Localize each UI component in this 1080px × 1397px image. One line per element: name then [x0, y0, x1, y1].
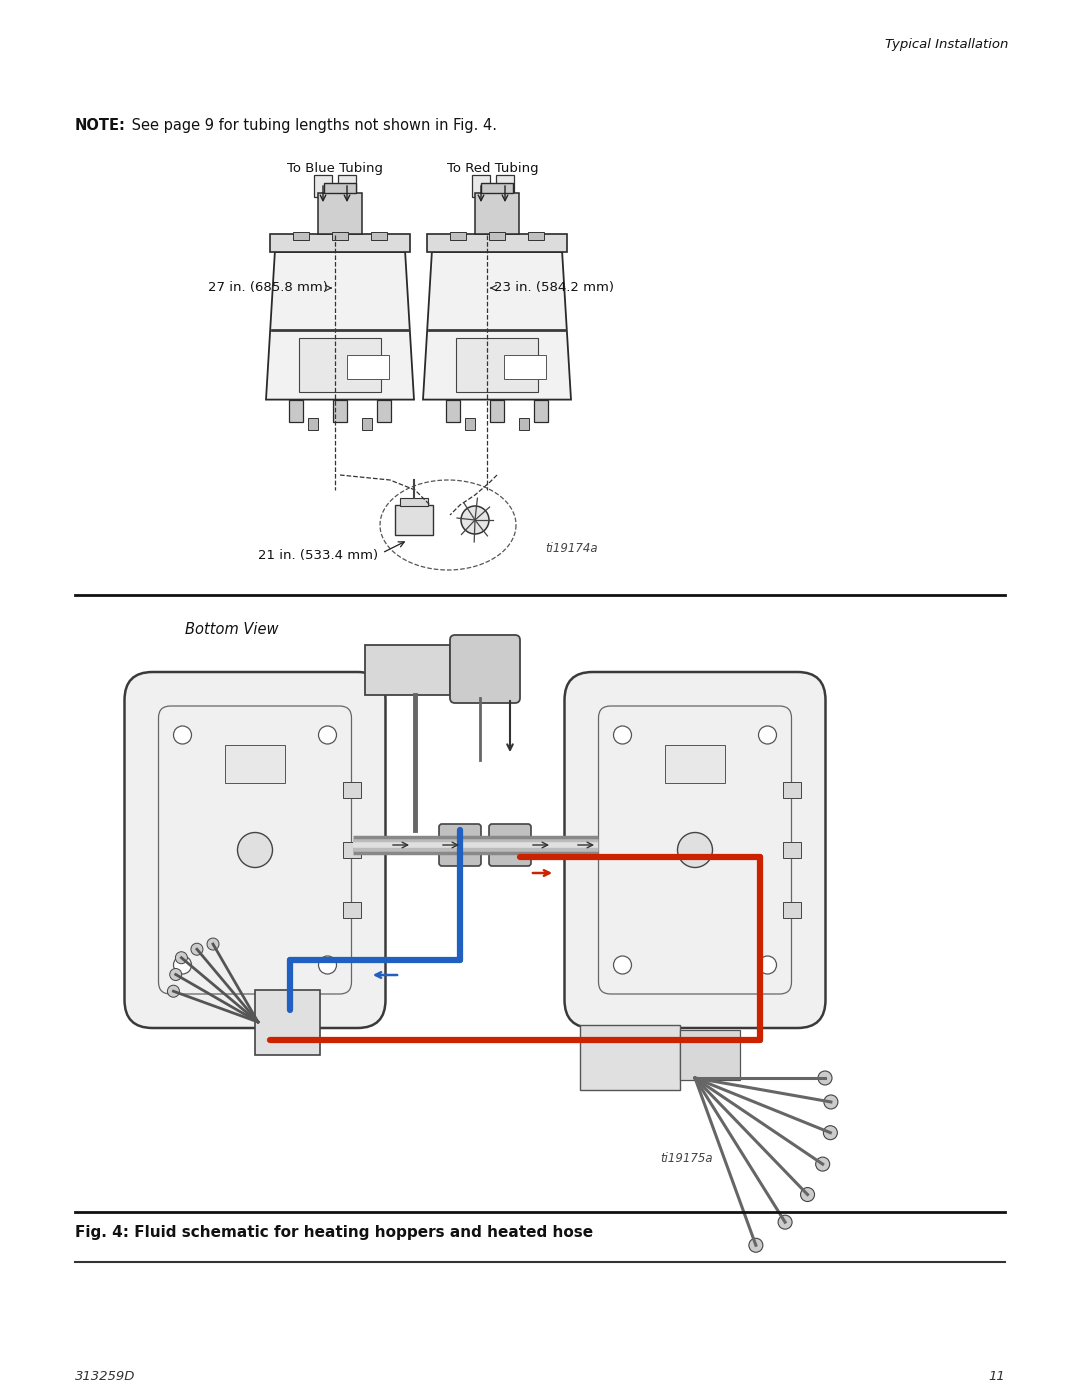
Circle shape: [319, 956, 337, 974]
Bar: [288, 400, 302, 422]
Bar: [482, 183, 513, 193]
Circle shape: [207, 937, 219, 950]
Bar: [475, 193, 519, 235]
Bar: [348, 355, 389, 379]
Circle shape: [319, 726, 337, 745]
Circle shape: [170, 968, 181, 981]
Circle shape: [778, 1215, 792, 1229]
Text: Typical Installation: Typical Installation: [885, 38, 1008, 52]
Text: Bottom View: Bottom View: [185, 622, 279, 637]
Circle shape: [748, 1238, 762, 1252]
Bar: [400, 497, 428, 506]
Bar: [332, 232, 348, 240]
Bar: [783, 842, 800, 858]
Text: ti19175a: ti19175a: [660, 1153, 713, 1165]
Bar: [450, 232, 465, 240]
Bar: [489, 232, 505, 240]
Circle shape: [824, 1095, 838, 1109]
Bar: [427, 235, 567, 251]
Bar: [318, 193, 362, 235]
Bar: [342, 902, 361, 918]
Bar: [783, 782, 800, 798]
Bar: [328, 211, 342, 233]
Bar: [365, 645, 450, 694]
Circle shape: [758, 956, 777, 974]
Bar: [472, 175, 490, 197]
Bar: [362, 418, 372, 430]
Circle shape: [815, 1157, 829, 1171]
Ellipse shape: [238, 833, 272, 868]
Polygon shape: [266, 251, 414, 400]
Text: To Red Tubing: To Red Tubing: [447, 162, 539, 175]
Text: 11: 11: [988, 1370, 1005, 1383]
Bar: [680, 1030, 740, 1080]
FancyBboxPatch shape: [565, 672, 825, 1028]
FancyBboxPatch shape: [450, 636, 519, 703]
Text: 313259D: 313259D: [75, 1370, 135, 1383]
Circle shape: [174, 726, 191, 745]
FancyBboxPatch shape: [438, 824, 481, 866]
Bar: [324, 183, 355, 193]
Circle shape: [453, 838, 467, 852]
Text: 21 in. (533.4 mm): 21 in. (533.4 mm): [258, 549, 378, 562]
Bar: [293, 232, 309, 240]
Circle shape: [823, 1126, 837, 1140]
Bar: [342, 782, 361, 798]
Bar: [504, 355, 545, 379]
FancyBboxPatch shape: [489, 824, 531, 866]
Bar: [395, 504, 433, 535]
Bar: [486, 211, 500, 233]
Bar: [496, 175, 514, 197]
Circle shape: [191, 943, 203, 956]
Bar: [372, 232, 387, 240]
Bar: [490, 400, 504, 422]
Bar: [580, 1025, 680, 1090]
Bar: [270, 235, 410, 251]
Text: 27 in. (685.8 mm): 27 in. (685.8 mm): [208, 282, 328, 295]
Bar: [327, 196, 343, 212]
Circle shape: [818, 1071, 832, 1085]
Circle shape: [503, 838, 517, 852]
Bar: [299, 338, 381, 391]
Bar: [314, 175, 332, 197]
Bar: [338, 175, 356, 197]
Circle shape: [461, 506, 489, 534]
Bar: [528, 232, 544, 240]
Circle shape: [175, 951, 188, 964]
Text: See page 9 for tubing lengths not shown in Fig. 4.: See page 9 for tubing lengths not shown …: [127, 117, 497, 133]
Bar: [333, 400, 347, 422]
Circle shape: [174, 956, 191, 974]
Bar: [446, 400, 460, 422]
Bar: [665, 745, 725, 782]
Bar: [225, 745, 285, 782]
Bar: [518, 418, 528, 430]
Circle shape: [758, 726, 777, 745]
Circle shape: [613, 726, 632, 745]
Bar: [485, 196, 501, 212]
Bar: [255, 990, 320, 1055]
Ellipse shape: [677, 833, 713, 868]
Bar: [309, 418, 319, 430]
Bar: [783, 902, 800, 918]
Polygon shape: [423, 251, 571, 400]
Bar: [342, 842, 361, 858]
Circle shape: [167, 985, 179, 997]
Text: ti19174a: ti19174a: [545, 542, 597, 555]
Bar: [457, 338, 538, 391]
Text: Fig. 4: Fluid schematic for heating hoppers and heated hose: Fig. 4: Fluid schematic for heating hopp…: [75, 1225, 593, 1241]
Text: To Blue Tubing: To Blue Tubing: [287, 162, 383, 175]
Bar: [465, 418, 475, 430]
FancyBboxPatch shape: [124, 672, 386, 1028]
Text: 23 in. (584.2 mm): 23 in. (584.2 mm): [494, 282, 615, 295]
Bar: [535, 400, 549, 422]
Circle shape: [613, 956, 632, 974]
Bar: [377, 400, 391, 422]
Text: NOTE:: NOTE:: [75, 117, 126, 133]
Circle shape: [800, 1187, 814, 1201]
